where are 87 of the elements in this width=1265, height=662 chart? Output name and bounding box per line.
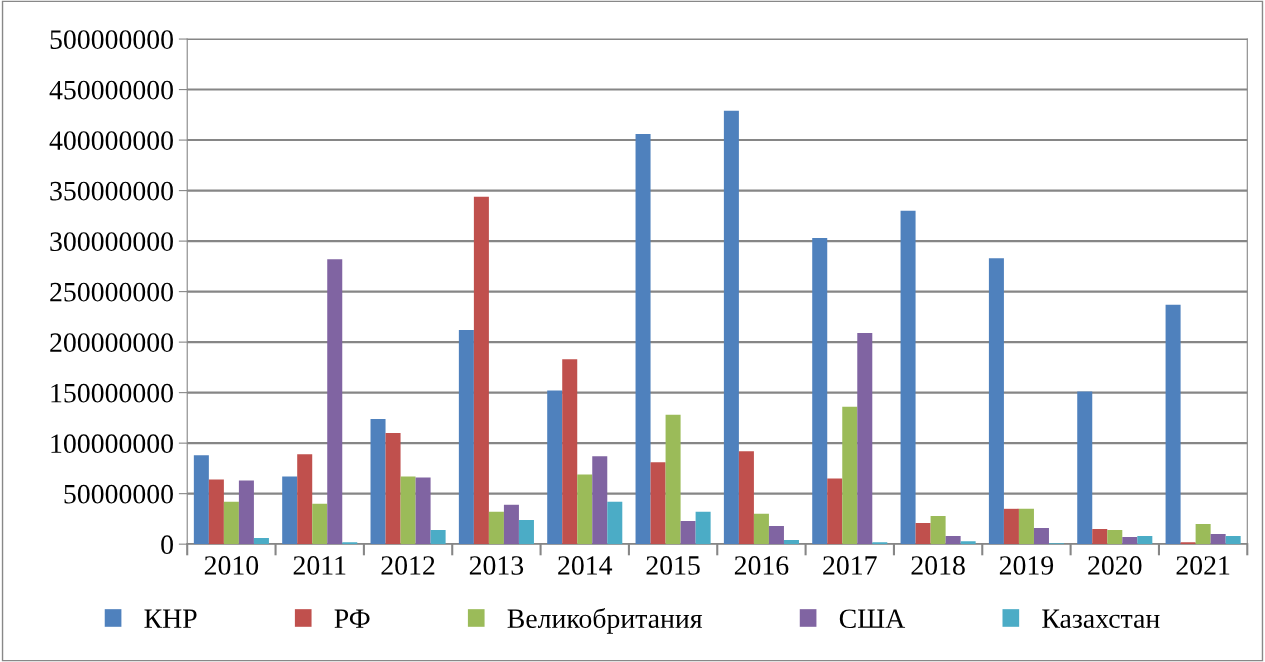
bar [1165,304,1181,545]
bar [518,519,534,545]
bar [960,541,976,545]
bar [370,418,386,545]
y-tick-label: 400000000 [49,131,173,150]
bar [1077,391,1093,545]
x-tick-label: 2010 [204,556,259,575]
bar [650,462,666,545]
bar [253,538,269,545]
bar [415,477,431,545]
bar [635,134,651,545]
x-tick-label: 2017 [823,556,877,575]
bar [607,501,623,545]
bar [768,525,784,545]
bar [592,456,608,545]
bar [1180,542,1196,545]
bar [695,511,711,545]
legend-label: США [839,609,906,629]
bar [857,333,873,545]
x-tick-label: 2014 [558,556,613,575]
bar [193,455,209,545]
y-tick-label: 250000000 [50,282,173,302]
x-tick-label: 2020 [1088,556,1142,575]
bar [473,196,489,545]
bar [812,238,828,545]
bar [915,522,931,545]
bar [488,511,504,545]
bar [312,503,328,545]
bar [945,536,961,545]
x-tick-label: 2015 [646,556,700,575]
bar [827,478,843,545]
x-tick-label: 2013 [469,556,524,575]
bar [1018,508,1034,545]
bar [297,454,313,545]
bar [723,110,739,545]
bar [400,476,416,545]
y-tick-label: 0 [161,535,173,555]
bar [1195,523,1211,545]
x-tick-label: 2019 [999,556,1054,575]
bar [327,259,343,545]
bar [753,513,769,545]
bar [842,406,858,545]
bar [1122,537,1138,545]
bar [872,542,888,545]
bar [458,330,474,545]
bar [238,480,254,545]
bar [385,433,401,545]
y-tick-label: 350000000 [50,181,173,201]
bar [342,542,358,545]
bar [1137,536,1153,545]
legend-label: РФ [334,609,370,628]
y-tick-label: 150000000 [51,383,173,403]
bar [1210,534,1226,545]
bar [1033,528,1049,545]
bar [430,530,446,545]
x-tick-label: 2016 [734,556,789,575]
y-tick-label: 50000000 [64,484,173,504]
x-tick-label: 2018 [911,556,965,575]
bar [547,390,563,545]
bar [1107,530,1123,545]
bar [930,515,946,545]
y-tick-label: 450000000 [49,80,173,100]
bar [208,479,224,545]
bar [783,540,799,545]
legend-label: КНР [144,609,197,628]
bar [1003,508,1019,545]
bar [223,501,239,545]
y-tick-label: 300000000 [50,232,173,252]
legend-label: Великобритания [507,607,703,634]
legend-label: Казахстан [1042,609,1160,629]
bar [680,520,696,545]
bar [562,359,578,545]
y-tick-label: 500000000 [50,30,173,49]
bar [665,414,681,545]
bar [738,451,754,545]
bar [1225,536,1241,545]
y-tick-label: 200000000 [50,333,173,353]
bar [282,476,298,545]
bar [988,258,1004,545]
bar [503,504,519,545]
bar [900,210,916,545]
bar [577,474,593,545]
x-tick-label: 2012 [381,556,435,575]
x-tick-label: 2011 [293,556,346,575]
bar [1092,529,1108,545]
x-tick-label: 2021 [1176,556,1230,575]
y-tick-label: 100000000 [51,434,173,454]
